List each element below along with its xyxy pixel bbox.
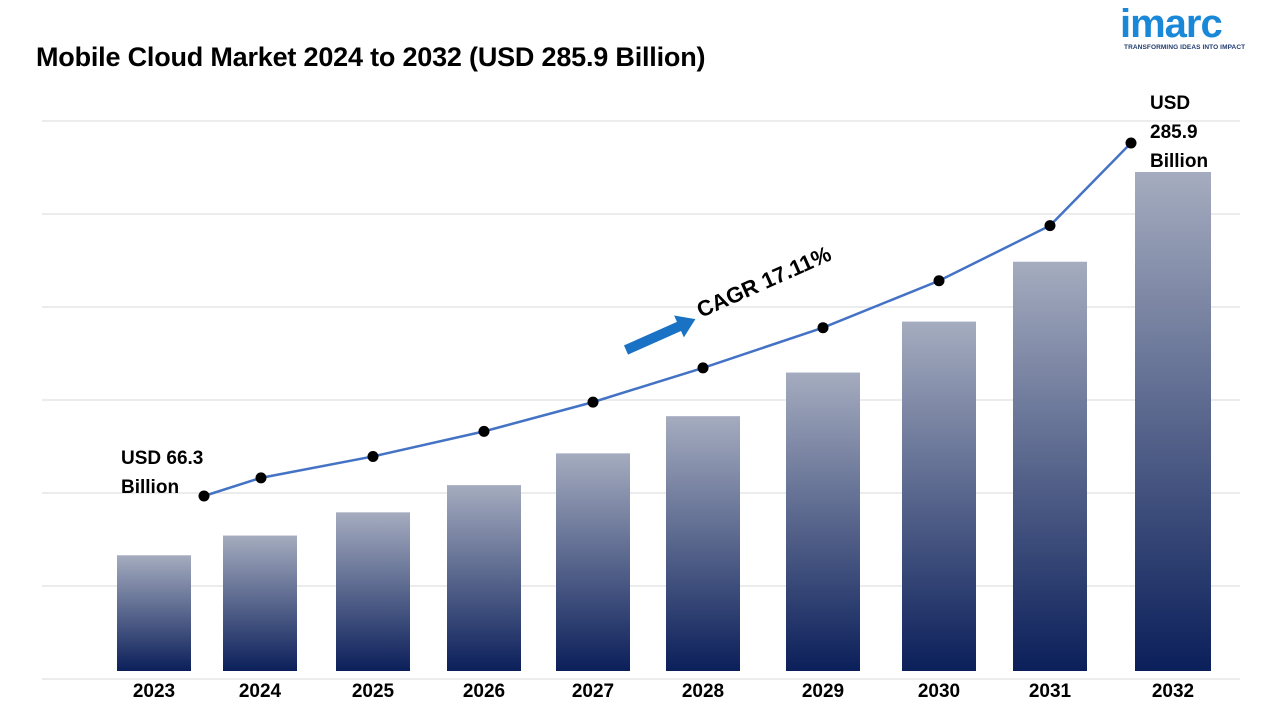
x-tick-label: 2030 [918, 681, 960, 702]
cagr-arrow-icon [623, 315, 696, 355]
cagr-label: CAGR 17.11% [693, 241, 835, 323]
x-tick-label: 2023 [133, 681, 175, 702]
line-marker [478, 425, 490, 437]
bar [1013, 261, 1087, 671]
bar [223, 535, 297, 671]
axis-labels: 2023 2024 2025 2026 2027 2028 2029 2030 2031 2032 [133, 681, 1194, 702]
bar [447, 485, 521, 671]
bar [1135, 172, 1211, 671]
x-tick-label: 2026 [463, 681, 505, 702]
bar-series [117, 172, 1211, 671]
bar [666, 416, 740, 671]
chart-title: Mobile Cloud Market 2024 to 2032 (USD 28… [36, 42, 706, 72]
x-tick-label: 2032 [1152, 681, 1194, 702]
line-marker [933, 275, 945, 287]
trend-line [203, 142, 1132, 498]
line-marker [587, 396, 599, 408]
logo-wordmark: imarc [1120, 2, 1223, 46]
bar [902, 321, 976, 671]
line-marker [1125, 137, 1137, 149]
line-marker [1044, 220, 1056, 232]
start-value-label: USD 66.3 Billion [121, 448, 203, 498]
x-tick-label: 2024 [239, 681, 282, 702]
line-marker [255, 472, 267, 484]
bar [556, 453, 630, 671]
line-marker [817, 322, 829, 334]
x-tick-label: 2028 [682, 681, 724, 702]
bar [786, 372, 860, 671]
line-marker [697, 362, 709, 374]
imarc-logo: imarc TRANSFORMING IDEAS INTO IMPACT [1118, 2, 1248, 54]
line-marker [367, 450, 379, 462]
x-tick-label: 2025 [352, 681, 395, 702]
line-marker [198, 490, 210, 502]
x-tick-label: 2031 [1029, 681, 1072, 702]
logo-tagline: TRANSFORMING IDEAS INTO IMPACT [1124, 44, 1246, 51]
end-value-label: USD 285.9 Billion [1150, 93, 1208, 172]
x-tick-label: 2027 [572, 681, 614, 702]
line-series [198, 137, 1137, 502]
x-tick-label: 2029 [802, 681, 844, 702]
bar [336, 512, 410, 671]
bar [117, 555, 191, 671]
